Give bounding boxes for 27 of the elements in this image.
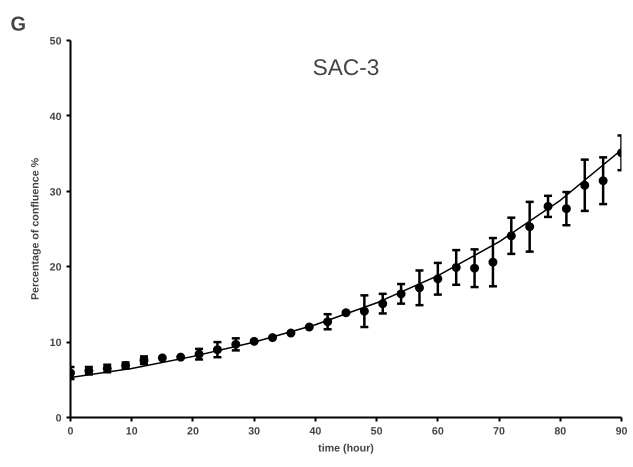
x-tick-label: 60	[432, 426, 444, 438]
x-axis-title: time (hour)	[318, 442, 374, 454]
y-axis-title: Percentage of confluence %	[30, 157, 42, 300]
x-tick-label: 50	[370, 426, 383, 438]
text: SAC-3	[312, 54, 380, 80]
x-tick-label: 40	[309, 426, 322, 438]
point	[580, 180, 590, 190]
x-tick-label: 10	[126, 426, 138, 438]
y-tick-label: 20	[50, 262, 62, 274]
text: G	[10, 14, 26, 36]
x-tick-label: 70	[493, 426, 506, 438]
point	[488, 258, 498, 267]
x-tick-label: 90	[616, 426, 628, 438]
y-tick-label: 50	[50, 36, 62, 48]
y-tick-label: 40	[50, 110, 62, 123]
x-tick-label: 0	[68, 426, 74, 438]
y-tick-label: 10	[50, 337, 62, 350]
point	[525, 222, 534, 232]
point	[158, 353, 167, 362]
x-tick-label: 30	[248, 426, 260, 438]
point	[470, 264, 480, 273]
point	[598, 176, 608, 186]
y-tick-label: 0	[56, 412, 62, 424]
point	[562, 204, 571, 214]
x-tick-label: 80	[554, 426, 566, 438]
x-tick-label: 20	[187, 426, 199, 438]
y-tick-label: 30	[50, 186, 62, 198]
